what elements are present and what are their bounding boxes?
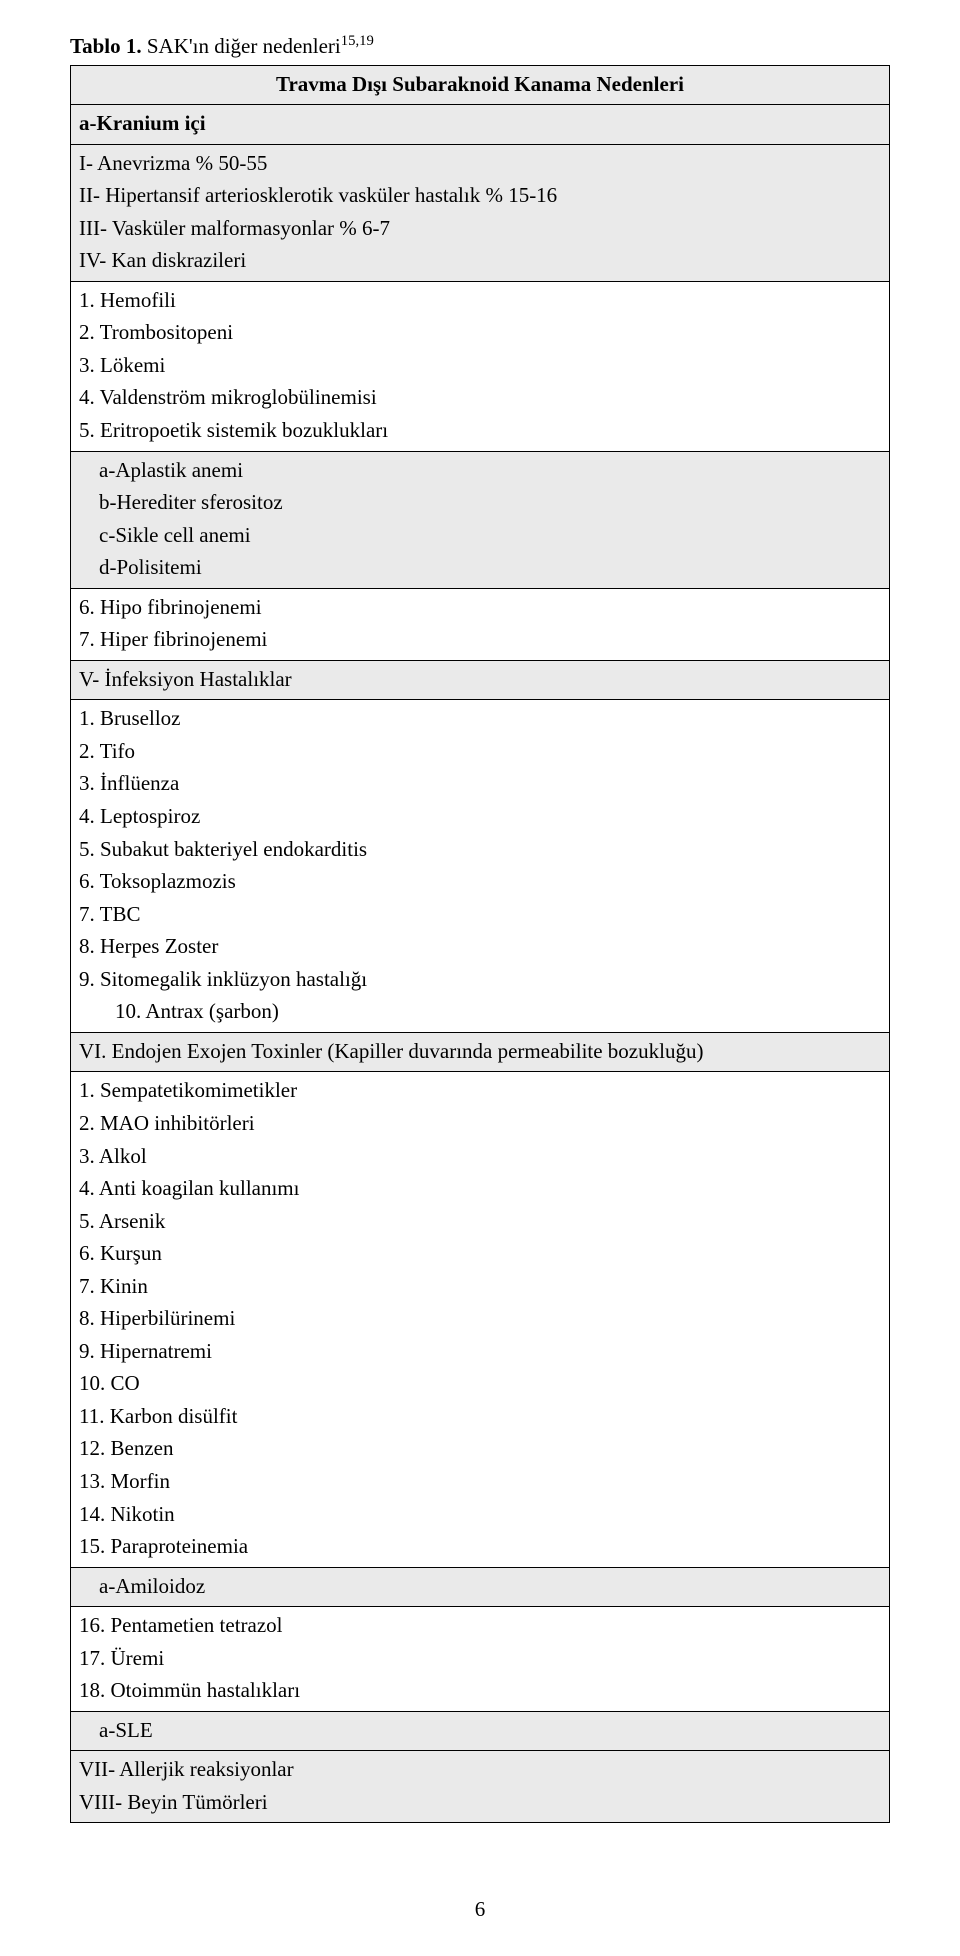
infection-list-cell: 1. Bruselloz 2. Tifo 3. İnflüenza 4. Lep… bbox=[71, 700, 890, 1032]
content-table: Travma Dışı Subaraknoid Kanama Nedenleri… bbox=[70, 65, 890, 1824]
list-item: 17. Üremi bbox=[79, 1642, 881, 1675]
list-item: III- Vasküler malformasyonlar % 6-7 bbox=[79, 212, 881, 245]
list-item: c-Sikle cell anemi bbox=[79, 519, 881, 552]
list-item: 1. Sempatetikomimetikler bbox=[79, 1074, 881, 1107]
title-superscript: 15,19 bbox=[341, 33, 374, 49]
list-item: a-Aplastik anemi bbox=[79, 454, 881, 487]
section-vi-header: VI. Endojen Exojen Toxinler (Kapiller du… bbox=[71, 1032, 890, 1072]
after-amiloidoz-cell: 16. Pentametien tetrazol 17. Üremi 18. O… bbox=[71, 1607, 890, 1712]
list-item: 3. Lökemi bbox=[79, 349, 881, 382]
table-title: Tablo 1. SAK'ın diğer nedenleri15,19 bbox=[70, 30, 890, 63]
list-item: 9. Hipernatremi bbox=[79, 1335, 881, 1368]
list-item: 15. Paraproteinemia bbox=[79, 1530, 881, 1563]
list-item: 7. Kinin bbox=[79, 1270, 881, 1303]
list-item: II- Hipertansif arteriosklerotik vasküle… bbox=[79, 179, 881, 212]
list-item: 3. Alkol bbox=[79, 1140, 881, 1173]
list-item: 6. Toksoplazmozis bbox=[79, 865, 881, 898]
fibrino-list-cell: 6. Hipo fibrinojenemi 7. Hiper fibrinoje… bbox=[71, 588, 890, 660]
page-number: 6 bbox=[70, 1893, 890, 1926]
anemia-list-cell: a-Aplastik anemi b-Herediter sferositoz … bbox=[71, 451, 890, 588]
list-item: 1. Bruselloz bbox=[79, 702, 881, 735]
list-item: VIII- Beyin Tümörleri bbox=[79, 1786, 881, 1819]
list-item: a-SLE bbox=[79, 1714, 881, 1747]
toxin-list-cell: 1. Sempatetikomimetikler 2. MAO inhibitö… bbox=[71, 1072, 890, 1567]
section-a-items-cell: I- Anevrizma % 50-55 II- Hipertansif art… bbox=[71, 144, 890, 281]
list-item: 11. Karbon disülfit bbox=[79, 1400, 881, 1433]
title-label: Tablo 1. bbox=[70, 34, 142, 58]
list-item: b-Herediter sferositoz bbox=[79, 486, 881, 519]
list-item: 10. CO bbox=[79, 1367, 881, 1400]
list-item: 12. Benzen bbox=[79, 1432, 881, 1465]
list-item: 2. Tifo bbox=[79, 735, 881, 768]
final-list-cell: VII- Allerjik reaksiyonlar VIII- Beyin T… bbox=[71, 1751, 890, 1823]
list-item: 3. İnflüenza bbox=[79, 767, 881, 800]
list-item: 1. Hemofili bbox=[79, 284, 881, 317]
section-a-header: a-Kranium içi bbox=[71, 105, 890, 145]
list-item: 7. Hiper fibrinojenemi bbox=[79, 623, 881, 656]
list-item: 13. Morfin bbox=[79, 1465, 881, 1498]
list-item: 2. MAO inhibitörleri bbox=[79, 1107, 881, 1140]
list-item: 6. Kurşun bbox=[79, 1237, 881, 1270]
title-text: SAK'ın diğer nedenleri bbox=[142, 34, 341, 58]
list-item: 4. Valdenström mikroglobülinemisi bbox=[79, 381, 881, 414]
list-item: I- Anevrizma % 50-55 bbox=[79, 147, 881, 180]
list-item: 5. Arsenik bbox=[79, 1205, 881, 1238]
amiloidoz-cell: a-Amiloidoz bbox=[71, 1567, 890, 1607]
list-item: a-Amiloidoz bbox=[79, 1570, 881, 1603]
list-item: 4. Leptospiroz bbox=[79, 800, 881, 833]
list-item: IV- Kan diskrazileri bbox=[79, 244, 881, 277]
section-v-header: V- İnfeksiyon Hastalıklar bbox=[71, 660, 890, 700]
list-item: 9. Sitomegalik inklüzyon hastalığı bbox=[79, 963, 881, 996]
list-item: 16. Pentametien tetrazol bbox=[79, 1609, 881, 1642]
list-item: 2. Trombositopeni bbox=[79, 316, 881, 349]
list-item: 8. Hiperbilürinemi bbox=[79, 1302, 881, 1335]
list-item: 14. Nikotin bbox=[79, 1498, 881, 1531]
blood-list-cell: 1. Hemofili 2. Trombositopeni 3. Lökemi … bbox=[71, 281, 890, 451]
sle-cell: a-SLE bbox=[71, 1711, 890, 1751]
page-container: Tablo 1. SAK'ın diğer nedenleri15,19 Tra… bbox=[0, 0, 960, 1956]
list-item: 18. Otoimmün hastalıkları bbox=[79, 1674, 881, 1707]
list-item: 6. Hipo fibrinojenemi bbox=[79, 591, 881, 624]
list-item: VII- Allerjik reaksiyonlar bbox=[79, 1753, 881, 1786]
list-item: 7. TBC bbox=[79, 898, 881, 931]
list-item: 5. Subakut bakteriyel endokarditis bbox=[79, 833, 881, 866]
list-item: 5. Eritropoetik sistemik bozuklukları bbox=[79, 414, 881, 447]
list-item: 10. Antrax (şarbon) bbox=[79, 995, 881, 1028]
list-item: 8. Herpes Zoster bbox=[79, 930, 881, 963]
list-item: d-Polisitemi bbox=[79, 551, 881, 584]
list-item: 4. Anti koagilan kullanımı bbox=[79, 1172, 881, 1205]
header-row: Travma Dışı Subaraknoid Kanama Nedenleri bbox=[71, 65, 890, 105]
